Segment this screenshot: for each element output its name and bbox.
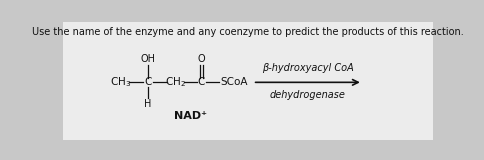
Text: OH: OH — [140, 54, 155, 64]
Text: C: C — [198, 77, 205, 87]
Text: SCoA: SCoA — [220, 77, 248, 87]
Text: Use the name of the enzyme and any coenzyme to predict the products of this reac: Use the name of the enzyme and any coenz… — [32, 27, 464, 37]
FancyBboxPatch shape — [63, 21, 433, 140]
Text: CH$_3$: CH$_3$ — [110, 75, 132, 89]
Text: CH$_2$: CH$_2$ — [165, 75, 186, 89]
Text: C: C — [144, 77, 152, 87]
Text: dehydrogenase: dehydrogenase — [270, 90, 346, 100]
Text: O: O — [198, 54, 205, 64]
Text: β-hydroxyacyl CoA: β-hydroxyacyl CoA — [262, 64, 354, 73]
Text: H: H — [144, 99, 152, 109]
Text: NAD⁺: NAD⁺ — [174, 111, 207, 121]
